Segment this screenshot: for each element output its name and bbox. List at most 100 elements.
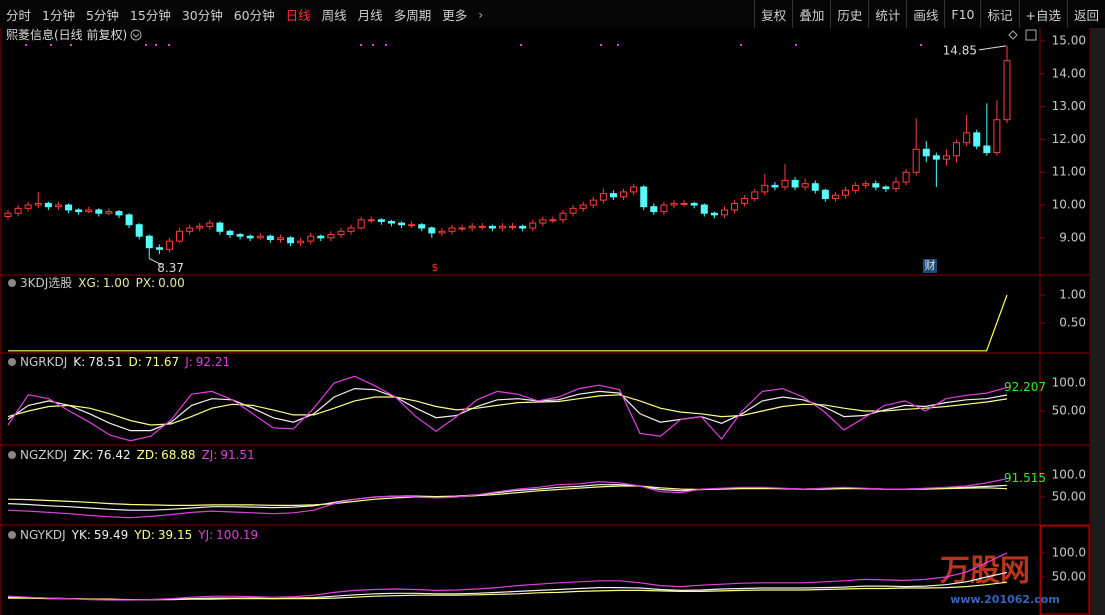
candle-body xyxy=(367,219,375,222)
readout-value: 78.51 xyxy=(88,355,122,369)
candle-body xyxy=(509,225,517,228)
collapse-icon xyxy=(8,358,16,366)
candle-body xyxy=(650,206,658,213)
candle-body xyxy=(821,189,829,199)
period-tab[interactable]: 15分钟 xyxy=(129,7,171,23)
tool-button[interactable]: 画线 xyxy=(906,0,944,28)
tool-button[interactable]: 返回 xyxy=(1066,0,1105,28)
candle-body xyxy=(448,227,456,232)
candle-body xyxy=(65,204,73,211)
candle-body xyxy=(276,237,284,240)
tool-button[interactable]: 统计 xyxy=(868,0,906,28)
candle-body xyxy=(488,225,496,229)
candle-body xyxy=(398,222,406,226)
candle-body xyxy=(1003,60,1011,121)
period-tab[interactable]: 分时 xyxy=(6,7,32,23)
candle-body xyxy=(569,207,577,214)
y-tick-label: 9.00 xyxy=(1059,230,1086,244)
y-tick-label: 11.00 xyxy=(1052,165,1086,179)
more-chevron[interactable]: › xyxy=(478,6,484,22)
period-tab[interactable]: 1分钟 xyxy=(42,7,75,23)
period-tab[interactable]: 30分钟 xyxy=(181,7,223,23)
panel-icon[interactable] xyxy=(1025,29,1037,41)
candle-body xyxy=(579,204,587,209)
candle-body xyxy=(953,142,961,157)
candle-body xyxy=(377,219,385,222)
tool-button[interactable]: 标记 xyxy=(980,0,1018,28)
candle-body xyxy=(236,234,244,237)
candle-body xyxy=(317,235,325,239)
candle-body xyxy=(176,230,184,242)
tool-button[interactable]: 复权 xyxy=(754,0,792,28)
candle-body xyxy=(428,227,436,234)
candle-body xyxy=(932,155,940,160)
indicator-line xyxy=(7,394,1008,426)
y-tick-label: 13.00 xyxy=(1052,99,1086,113)
collapse-icon xyxy=(8,279,16,287)
candle-body xyxy=(912,148,920,173)
end-value-label: 91.515 xyxy=(1004,471,1046,485)
panel-title-text: 3KDJ选股 xyxy=(20,276,72,290)
tool-button[interactable]: 历史 xyxy=(830,0,868,28)
indicator-line xyxy=(7,478,1008,519)
candle-body xyxy=(95,209,103,214)
candle-body xyxy=(297,240,305,244)
candle-body xyxy=(609,193,617,198)
period-tab[interactable]: 更多 xyxy=(442,7,468,23)
panel-title-text: 熙菱信息(日线 前复权) xyxy=(6,27,127,42)
panel-title-text: NGRKDJ xyxy=(20,355,67,369)
candle-body xyxy=(993,119,1001,154)
candle-body xyxy=(307,235,315,242)
candle-body xyxy=(690,202,698,206)
candle-body xyxy=(418,224,426,229)
candle-body xyxy=(902,171,910,183)
readout-name: YK: xyxy=(71,528,91,542)
candle-body xyxy=(337,230,345,236)
diamond-icon[interactable] xyxy=(1008,30,1018,40)
candle-body xyxy=(700,204,708,214)
period-tab[interactable]: 日线 xyxy=(285,7,311,23)
watermark: 万股网 xyxy=(940,554,1030,589)
candle-body xyxy=(216,222,224,232)
candle-body xyxy=(347,227,355,232)
y-tick-label: 100.0 xyxy=(1052,376,1086,390)
candle-body xyxy=(680,202,688,205)
candle-body xyxy=(771,184,779,188)
event-marker: 财 xyxy=(925,258,936,272)
period-tab[interactable]: 月线 xyxy=(357,7,383,23)
candle-body xyxy=(266,235,274,240)
period-tab[interactable]: 多周期 xyxy=(393,7,432,23)
readout-value: 68.88 xyxy=(161,448,195,462)
candle-body xyxy=(539,219,547,224)
candle-body xyxy=(196,225,204,229)
candle-body xyxy=(529,222,537,229)
y-tick-label: 50.00 xyxy=(1052,404,1086,418)
tool-button[interactable]: F10 xyxy=(944,0,980,28)
tool-button[interactable]: 叠加 xyxy=(792,0,830,28)
annotation-arrow xyxy=(149,258,162,265)
high-label: 14.85 xyxy=(943,43,977,57)
candle-body xyxy=(801,183,809,188)
period-tab[interactable]: 5分钟 xyxy=(85,7,119,23)
candle-body xyxy=(741,197,749,204)
indicator-line xyxy=(7,485,1008,506)
dropdown-icon[interactable] xyxy=(130,29,142,41)
indicator-line xyxy=(7,387,1008,432)
panel-title: 熙菱信息(日线 前复权) xyxy=(6,27,127,42)
frame xyxy=(1040,525,1090,615)
y-tick-label: 50.00 xyxy=(1052,490,1086,504)
readout-name: YD: xyxy=(133,528,155,542)
candle-body xyxy=(125,214,133,226)
tool-button[interactable]: +自选 xyxy=(1018,0,1067,28)
period-tab[interactable]: 60分钟 xyxy=(233,7,275,23)
candle-body xyxy=(599,193,607,201)
readout-value: 59.49 xyxy=(94,528,128,542)
readout-value: 92.21 xyxy=(196,355,230,369)
candle-body xyxy=(791,179,799,188)
candle-body xyxy=(458,227,466,230)
readout-name: K: xyxy=(73,355,85,369)
candle-body xyxy=(862,183,870,186)
period-tab[interactable]: 周线 xyxy=(321,7,347,23)
panel-title-text: NGYKDJ xyxy=(20,528,66,542)
candle-body xyxy=(4,212,12,218)
